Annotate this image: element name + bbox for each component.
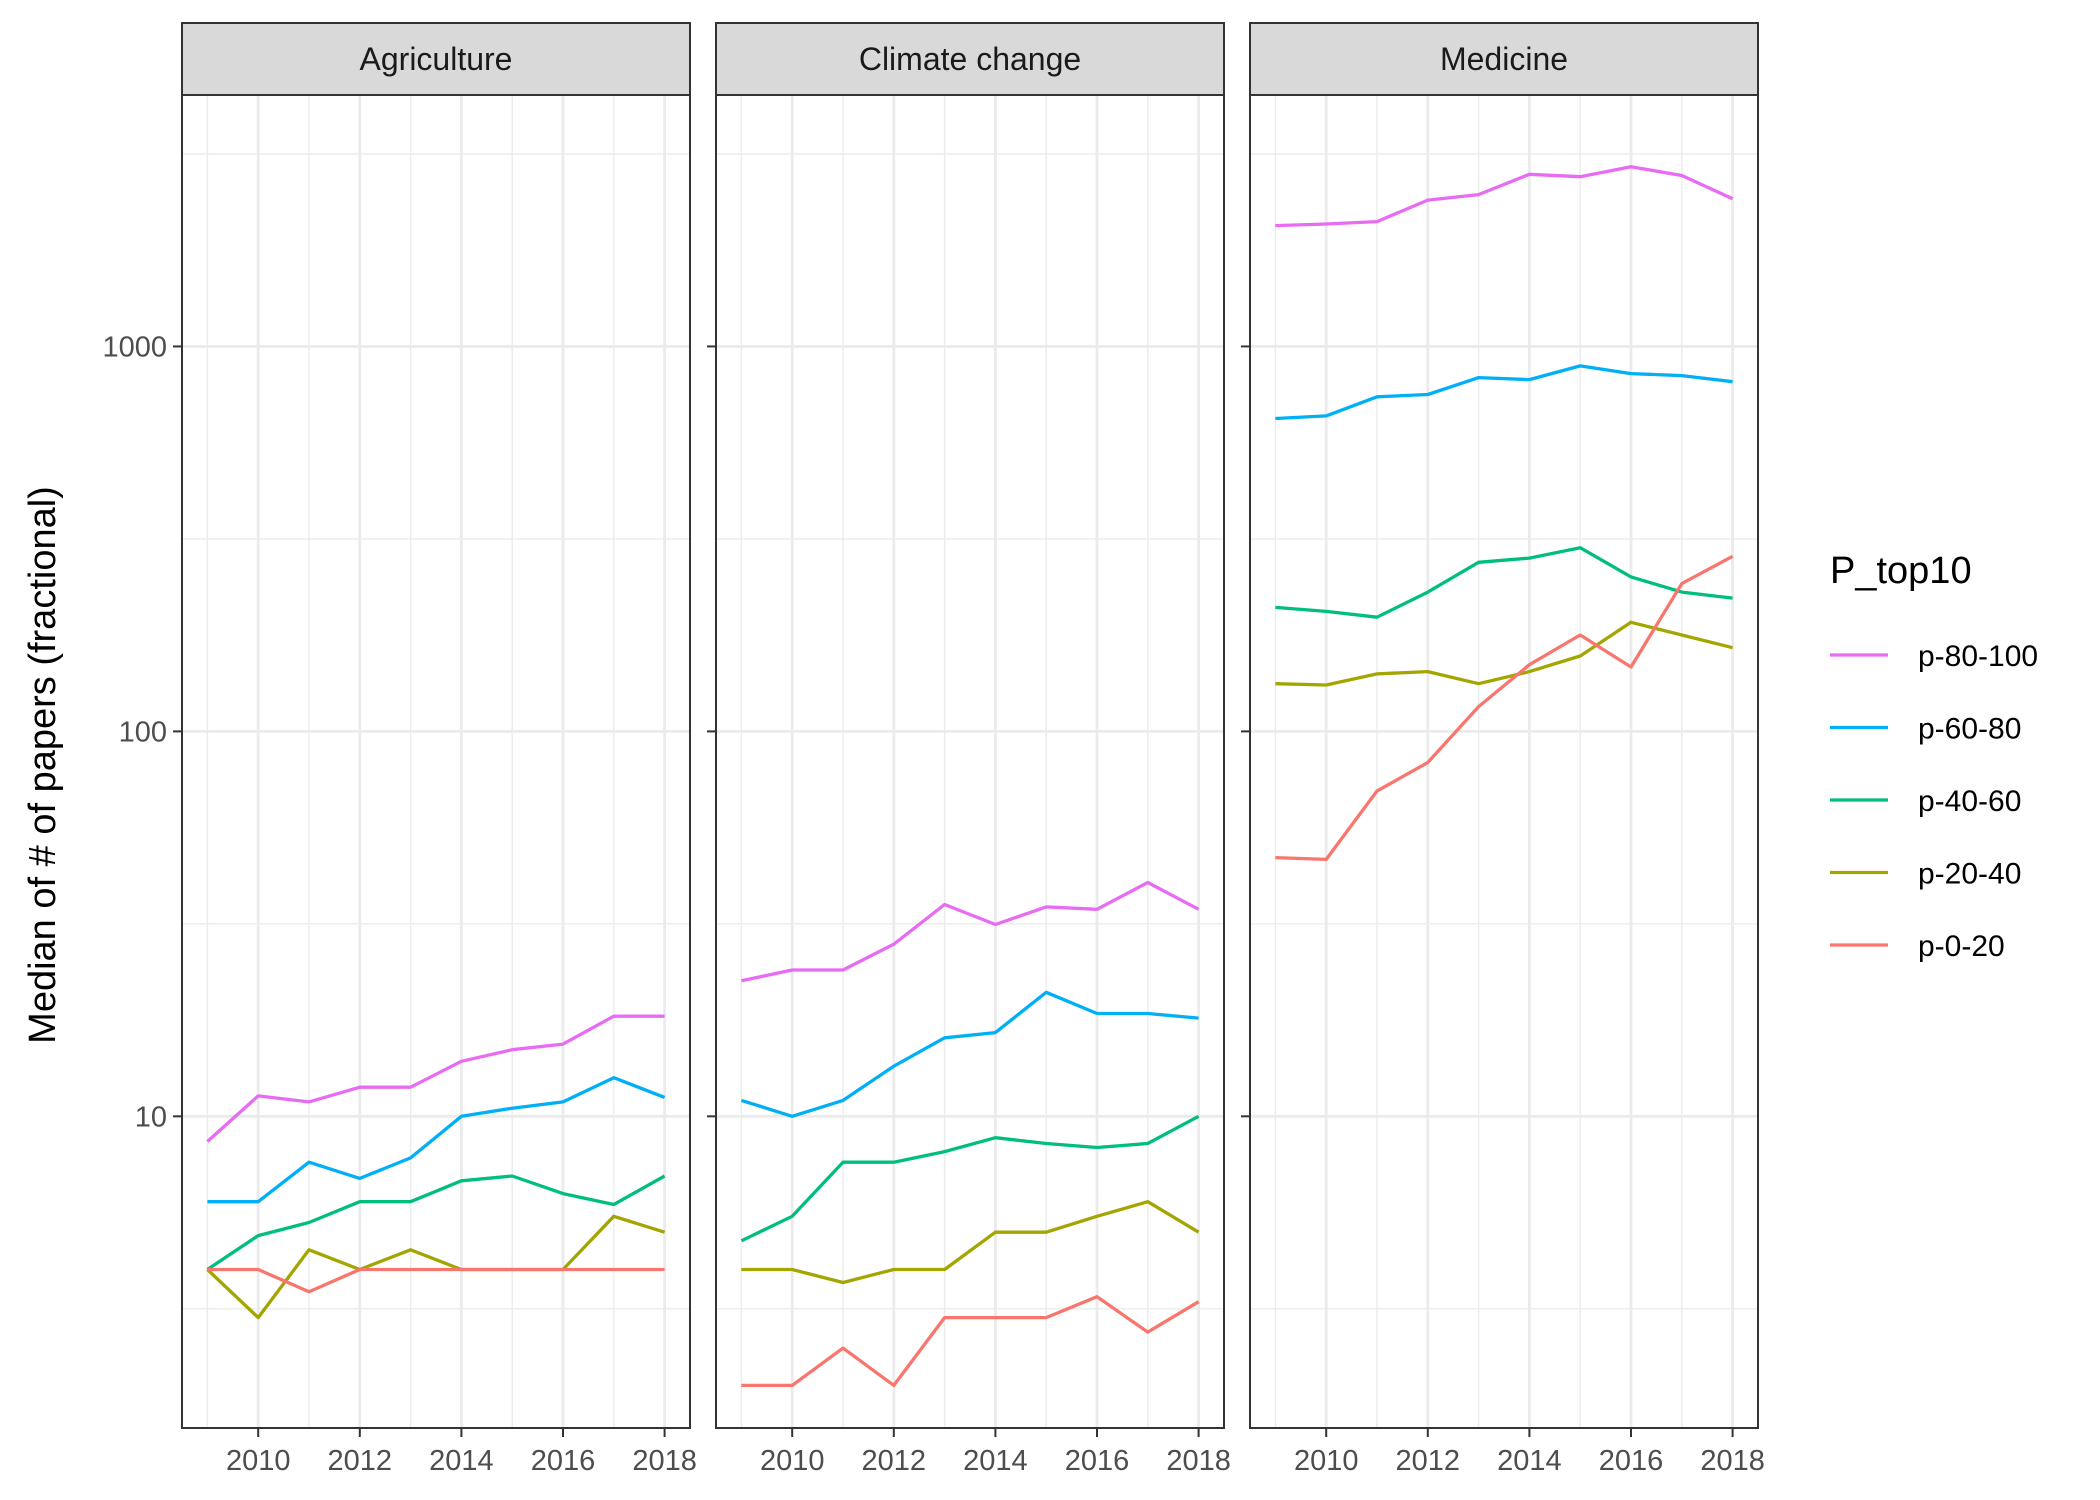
series-line-agriculture-p-0-20 <box>207 1267 665 1294</box>
series-line-climate-change-p-20-40 <box>741 1200 1200 1285</box>
series-line-climate-change-p-60-80 <box>740 990 1199 1118</box>
legend-label-p-20-40: p-20-40 <box>1918 858 2021 891</box>
legend-entry-p-60-80: p-60-80 <box>1830 713 2021 746</box>
legend-entry-p-0-20: p-0-20 <box>1830 930 2005 963</box>
series-line-agriculture-p-80-100 <box>206 1014 665 1143</box>
legend-entry-p-80-100: p-80-100 <box>1830 640 2038 673</box>
legend-label-p-60-80: p-60-80 <box>1918 713 2021 746</box>
legend-label-p-0-20: p-0-20 <box>1918 930 2005 963</box>
x-tick-label: 2018 <box>1166 1445 1231 1477</box>
series-line-agriculture-p-20-40 <box>206 1214 666 1320</box>
x-tick-label: 2010 <box>1294 1445 1359 1477</box>
legend-entries: p-80-100 p-60-80 p-40-60 p-20-40 p-0-20 <box>1830 640 2038 963</box>
x-tick-label: 2014 <box>1497 1445 1562 1477</box>
panel-medicine: Medicine 2010 2012 2014 2016 2018 <box>1241 22 1765 1477</box>
series-line-climate-change-p-40-60 <box>740 1114 1200 1243</box>
x-tick-label: 2016 <box>1599 1445 1664 1477</box>
strip-background <box>1249 22 1759 96</box>
x-tick-label: 2012 <box>1396 1445 1461 1477</box>
x-tick-label: 2010 <box>226 1445 291 1477</box>
y-axis-title: Median of # of papers (fractional) <box>22 486 64 1044</box>
panel-climate-change: Climate change 2010 2012 2014 2016 2018 <box>707 22 1231 1477</box>
legend-entry-p-20-40: p-20-40 <box>1830 858 2021 891</box>
x-tick-label: 2014 <box>429 1445 494 1477</box>
series-line-medicine-p-20-40 <box>1275 620 1734 687</box>
series-line-climate-change-p-80-100 <box>741 880 1200 983</box>
x-tick-label: 2012 <box>328 1445 393 1477</box>
series-line-medicine-p-60-80 <box>1275 364 1733 421</box>
y-tick-label: 10 <box>135 1101 167 1133</box>
series-line-agriculture-p-60-80 <box>207 1076 666 1204</box>
x-tick-label: 2010 <box>760 1445 825 1477</box>
chart-panels: Agriculture 2010 2012 2014 2016 2018 10 100 1000… <box>102 22 1765 1477</box>
legend-entry-p-40-60: p-40-60 <box>1830 785 2021 818</box>
series-line-medicine-p-40-60 <box>1275 546 1733 619</box>
x-tick-label: 2012 <box>862 1445 927 1477</box>
legend-label-p-80-100: p-80-100 <box>1918 640 2038 673</box>
panel-background <box>1250 95 1758 1428</box>
strip-label-climate-change: Climate change <box>859 41 1081 77</box>
strip-label-agriculture: Agriculture <box>360 41 513 77</box>
x-tick-label: 2014 <box>963 1445 1028 1477</box>
strip-background <box>715 22 1225 96</box>
y-tick-label: 1000 <box>102 331 167 363</box>
strip-background <box>181 22 691 96</box>
strip-label-medicine: Medicine <box>1440 41 1568 77</box>
legend-label-p-40-60: p-40-60 <box>1918 785 2021 818</box>
series-line-agriculture-p-40-60 <box>206 1174 666 1271</box>
series-line-medicine-p-0-20 <box>1275 554 1734 862</box>
x-tick-label: 2018 <box>1700 1445 1765 1477</box>
x-tick-label: 2016 <box>1065 1445 1130 1477</box>
panel-background <box>182 95 690 1428</box>
legend-title: P_top10 <box>1830 550 1972 592</box>
x-tick-label: 2016 <box>531 1445 596 1477</box>
y-tick-label: 100 <box>119 716 167 748</box>
panel-agriculture: Agriculture 2010 2012 2014 2016 2018 10 100 1000 <box>102 22 697 1477</box>
series-line-medicine-p-80-100 <box>1275 165 1734 228</box>
legend: P_top10 p-80-100 p-60-80 p-40-60 p-20-40 p-0… <box>1830 550 2038 963</box>
x-tick-label: 2018 <box>632 1445 697 1477</box>
series-line-climate-change-p-0-20 <box>741 1295 1200 1388</box>
